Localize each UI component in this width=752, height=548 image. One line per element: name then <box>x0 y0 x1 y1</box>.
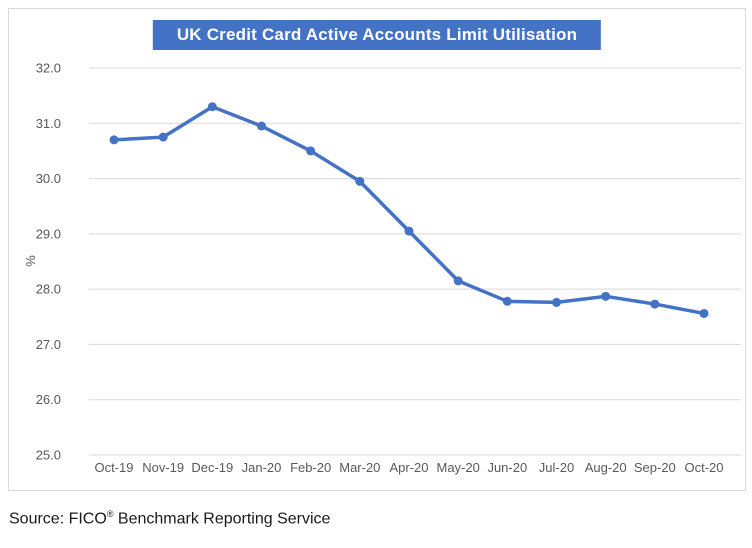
data-line <box>112 104 706 316</box>
y-axis-title: % <box>23 255 38 267</box>
chart-title: UK Credit Card Active Accounts Limit Uti… <box>152 20 602 50</box>
data-point-marker <box>355 176 365 186</box>
data-point-marker <box>257 121 266 131</box>
y-tick-label: 26.0 <box>36 392 61 407</box>
x-tick-label: Mar-20 <box>339 460 380 475</box>
x-tick-label: Jul-20 <box>539 460 574 475</box>
y-tick-label: 32.0 <box>36 61 61 76</box>
source-note-suffix: Benchmark Reporting Service <box>113 510 331 528</box>
chart-card: 32.0 31.0 30.0 29.0 28.0 27.0 26.0 25.0 Oct-19 No… <box>8 8 746 491</box>
data-point-marker <box>650 299 660 309</box>
data-point-marker <box>453 276 463 286</box>
data-point-marker <box>699 308 709 318</box>
y-tick-label: 30.0 <box>36 171 61 186</box>
x-tick-label: Sep-20 <box>634 460 676 475</box>
y-tick-label: 28.0 <box>36 282 61 297</box>
x-tick-label: Feb-20 <box>290 460 331 475</box>
data-point-marker <box>306 146 316 156</box>
x-tick-label: Dec-19 <box>191 460 233 475</box>
x-tick-label: Apr-20 <box>389 460 428 475</box>
data-point-marker <box>601 291 611 301</box>
x-tick-label: Jun-20 <box>487 460 527 475</box>
data-point-marker <box>502 296 512 306</box>
y-tick-label: 29.0 <box>36 226 61 241</box>
registered-trademark-symbol: ® <box>106 509 114 519</box>
data-point-marker <box>109 135 119 145</box>
data-point-marker <box>404 226 414 236</box>
x-tick-label: Jan-20 <box>242 460 282 475</box>
data-point-marker <box>158 132 168 142</box>
x-tick-label: Aug-20 <box>585 460 627 475</box>
y-tick-label: 25.0 <box>36 448 61 463</box>
x-tick-label: May-20 <box>436 460 479 475</box>
x-tick-label: Oct-19 <box>94 460 133 475</box>
x-tick-label: Nov-19 <box>142 460 184 475</box>
source-note-prefix: Source: FICO <box>9 510 107 528</box>
x-tick-label: Oct-20 <box>684 460 723 475</box>
data-point-marker <box>207 102 217 112</box>
chart-svg: 32.0 31.0 30.0 29.0 28.0 27.0 26.0 25.0 Oct-19 No… <box>23 61 741 475</box>
data-point-marker <box>552 297 561 307</box>
y-tick-label: 27.0 <box>36 337 61 352</box>
y-tick-label: 31.0 <box>36 116 61 131</box>
source-note: Source: FICO® Benchmark Reporting Servic… <box>9 509 330 528</box>
